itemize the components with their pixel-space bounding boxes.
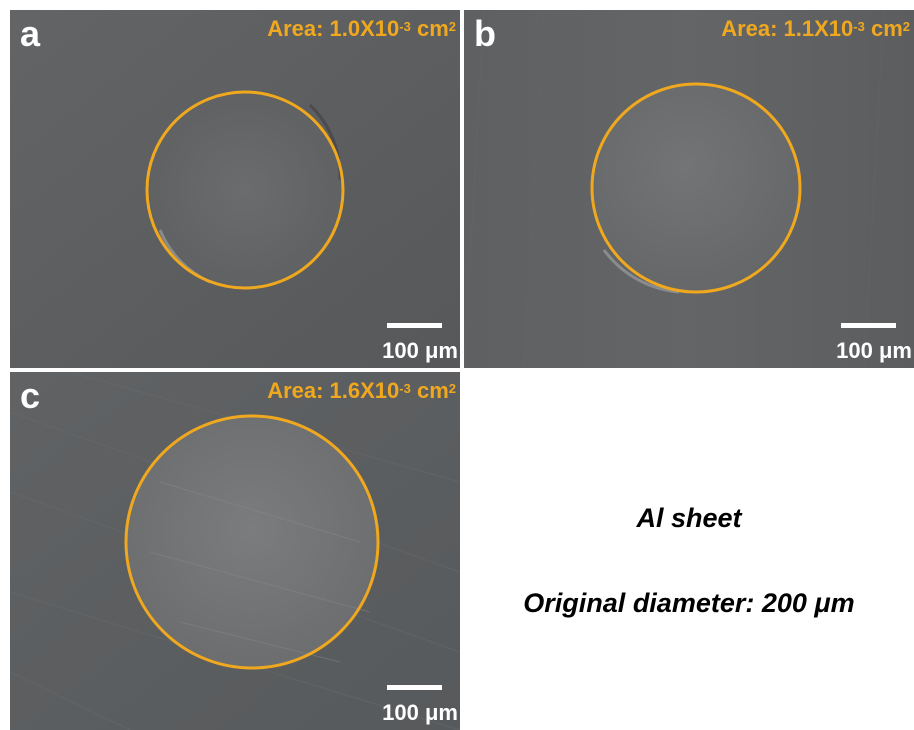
area-exponent-c: -3: [399, 381, 411, 396]
area-exponent-b: -3: [853, 19, 865, 34]
area-label-c: Area: 1.6X10-3 cm2: [267, 378, 456, 404]
scale-label-c: 100 μm: [382, 700, 458, 725]
area-exponent-a: -3: [399, 19, 411, 34]
area-unit-a: cm: [410, 16, 449, 41]
sem-panel-a: a Area: 1.0X10-3 cm2 100 μm: [10, 10, 460, 368]
sem-image-b: [464, 10, 914, 368]
area-unit-exponent-b: 2: [902, 19, 910, 34]
area-unit-c: cm: [410, 378, 449, 403]
sem-image-a: [10, 10, 460, 368]
panel-letter-c: c: [20, 375, 41, 416]
sem-panel-c: c Area: 1.6X10-3 cm2 100 μm: [10, 372, 460, 730]
scale-bar-a: [387, 323, 442, 328]
scale-bar-c: [387, 685, 442, 690]
info-box: Al sheet Original diameter: 200 μm: [464, 372, 914, 730]
original-diameter-label: Original diameter: 200 μm: [523, 588, 855, 618]
disc-outline-a: [145, 90, 345, 290]
area-label-b: Area: 1.1X10-3 cm2: [721, 16, 910, 42]
area-unit-exponent-a: 2: [448, 19, 456, 34]
material-label: Al sheet: [636, 503, 742, 533]
area-value-c: Area: 1.6X10: [267, 378, 400, 403]
sem-panel-b: b Area: 1.1X10-3 cm2 100 μm: [464, 10, 914, 368]
area-unit-b: cm: [864, 16, 903, 41]
disc-outline-b: [590, 82, 802, 294]
disc-outline-c: [124, 414, 380, 670]
area-label-a: Area: 1.0X10-3 cm2: [267, 16, 456, 42]
scale-bar-b: [841, 323, 896, 328]
scale-label-b: 100 μm: [836, 338, 912, 363]
area-value-b: Area: 1.1X10: [721, 16, 854, 41]
area-unit-exponent-c: 2: [448, 381, 456, 396]
panel-letter-a: a: [20, 13, 41, 54]
sem-image-c: [10, 372, 460, 730]
scale-label-a: 100 μm: [382, 338, 458, 363]
area-value-a: Area: 1.0X10: [267, 16, 400, 41]
panel-letter-b: b: [474, 13, 496, 54]
